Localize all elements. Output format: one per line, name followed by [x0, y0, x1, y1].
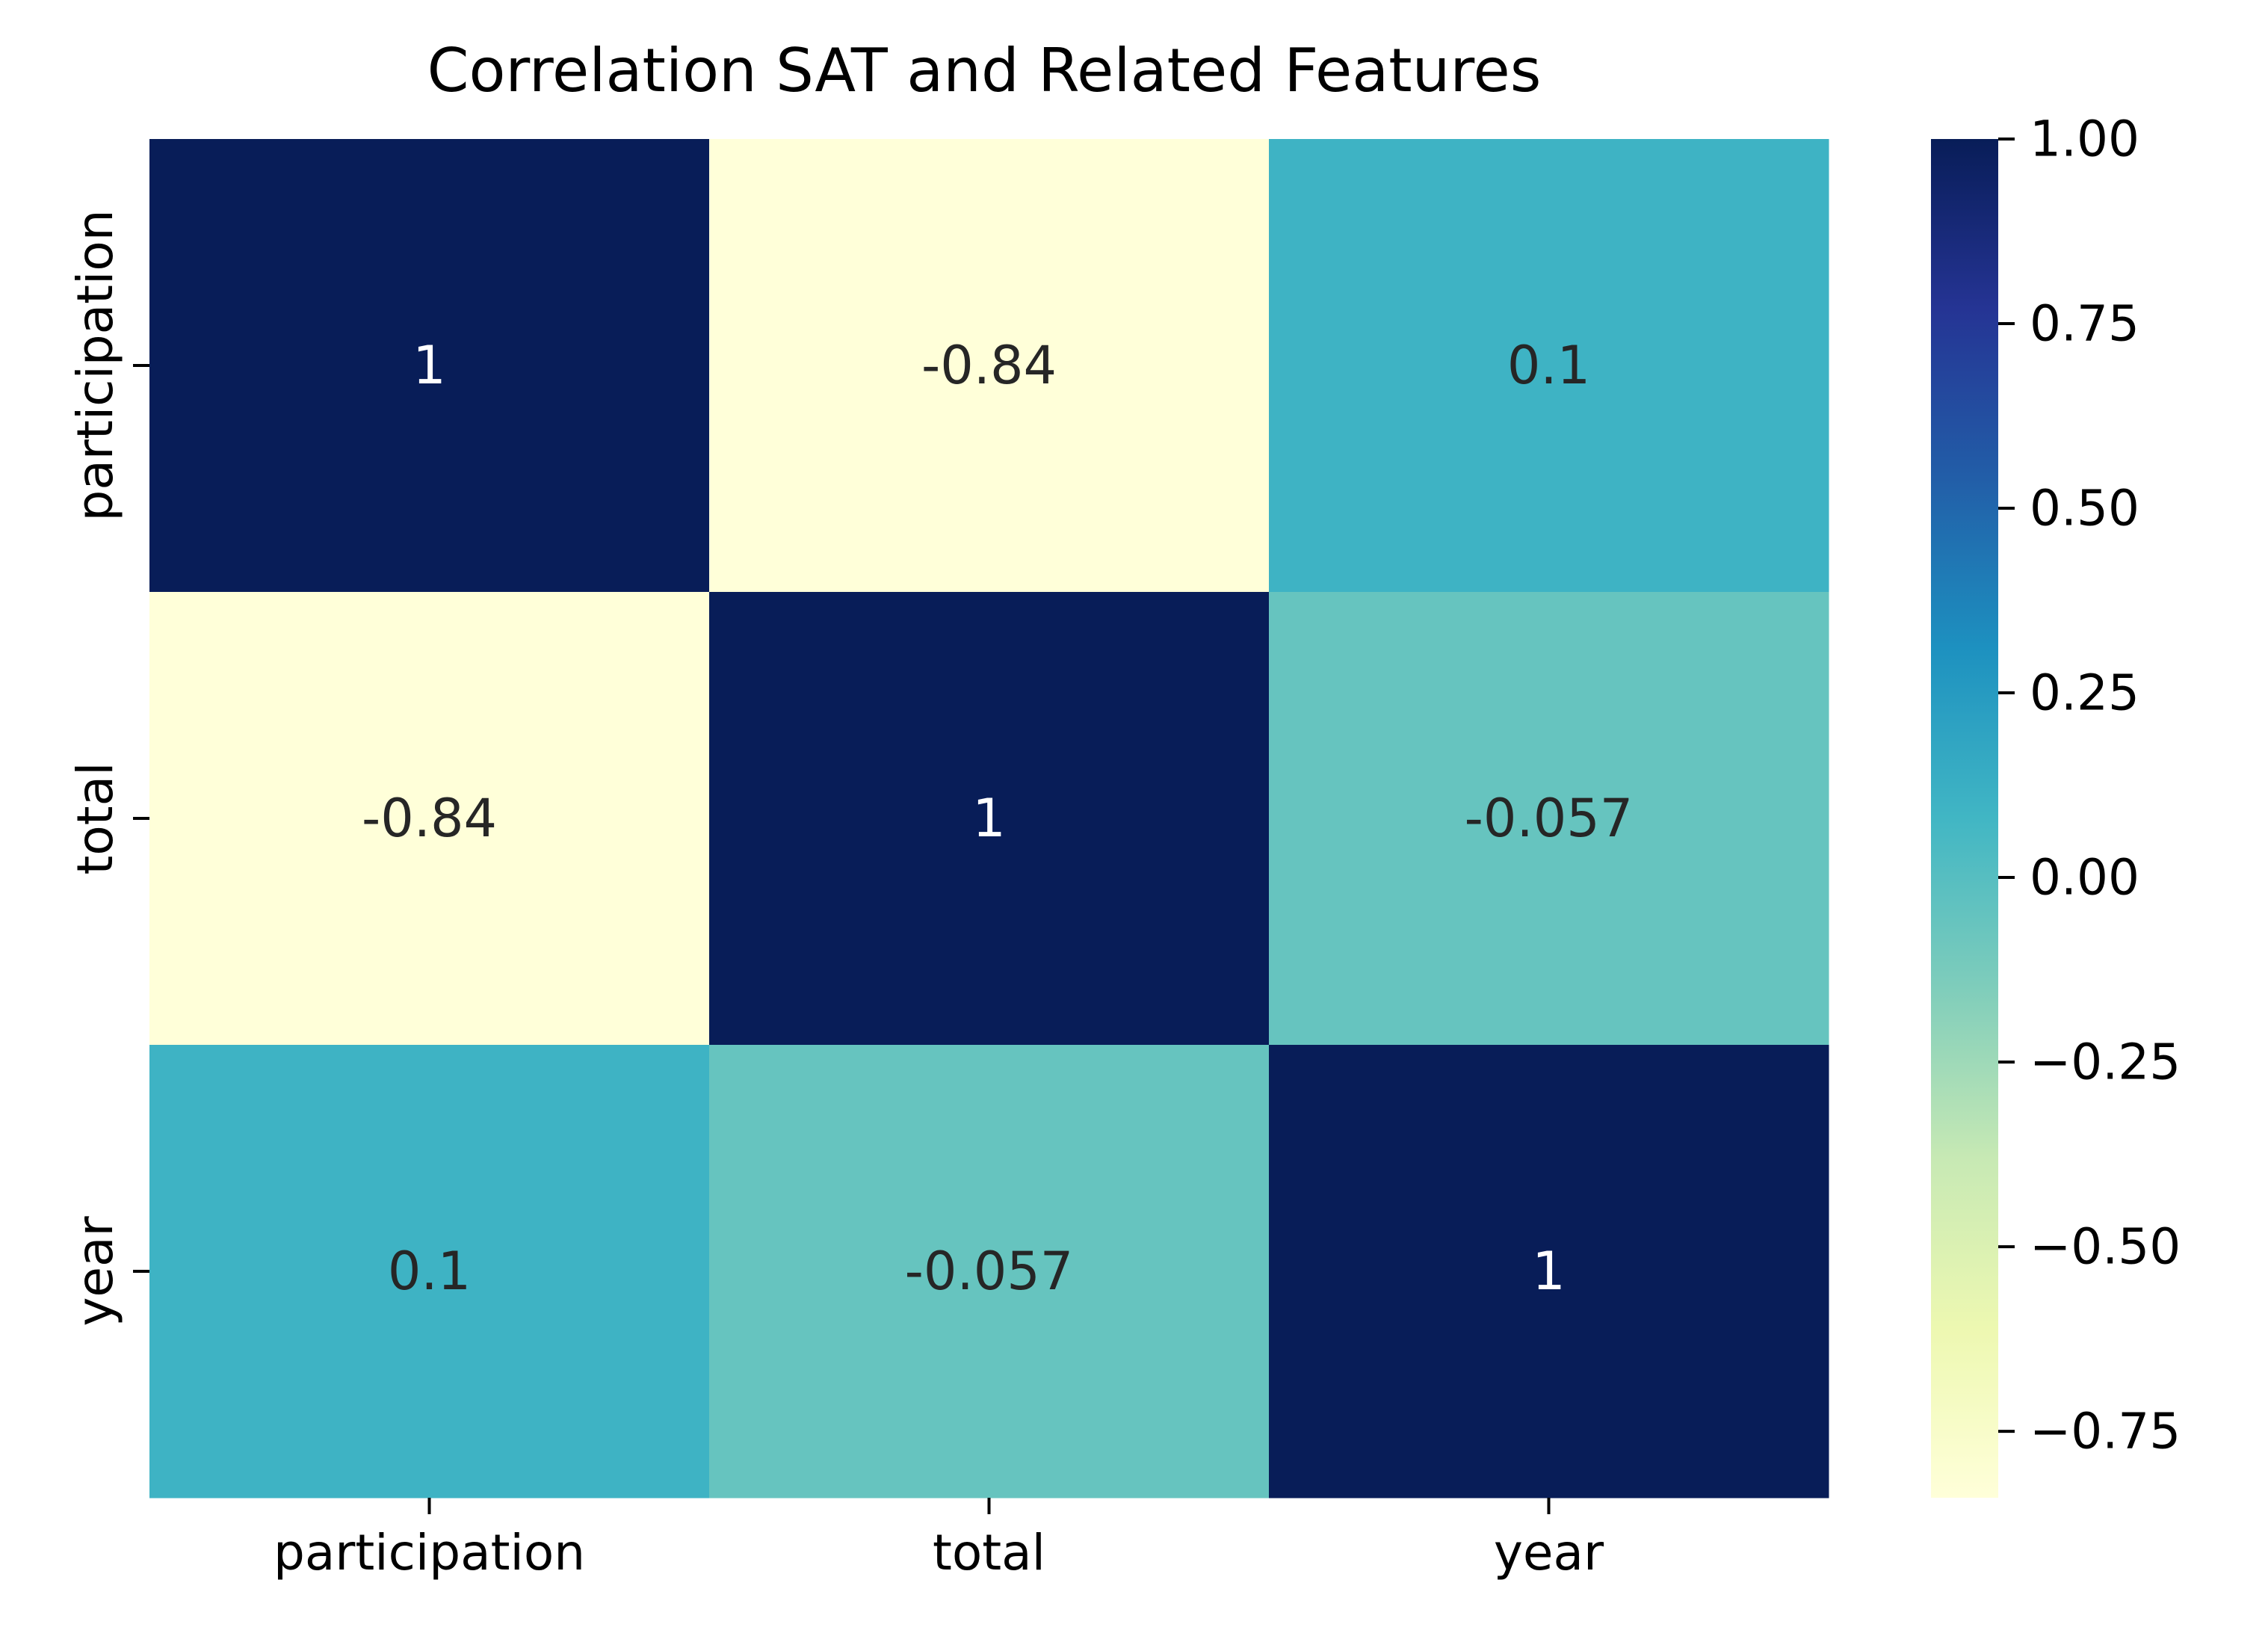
heatmap-cell: [709, 139, 1270, 593]
y-tick-label: participation: [67, 209, 124, 521]
heatmap-cell: [1269, 592, 1829, 1046]
colorbar-tick-label: 0.75: [2030, 295, 2139, 353]
heatmap-cell: [709, 592, 1270, 1046]
y-tick-label: total: [67, 762, 124, 875]
x-tick-label: year: [1494, 1524, 1604, 1581]
colorbar: 1.00 0.75 0.50 0.25 0.00 −0.25 −0.50 −0.75: [1931, 111, 2181, 1498]
colorbar-tick-label: −0.50: [2030, 1218, 2181, 1276]
cell-annotation: 1: [972, 788, 1006, 849]
x-tick-label: total: [933, 1524, 1045, 1581]
heatmap-cell: [149, 139, 710, 593]
heatmap-cell: [149, 1045, 710, 1499]
heatmap-cell: [149, 592, 710, 1046]
cell-annotation: 1: [412, 335, 446, 396]
x-tick-label: participation: [274, 1524, 585, 1581]
cell-annotation: -0.057: [905, 1241, 1074, 1302]
cell-annotations: 1 -0.84 0.1 -0.84 1 -0.057 0.1 -0.057 1: [362, 335, 1633, 1302]
heatmap-cell: [709, 1045, 1270, 1499]
cell-annotation: -0.84: [921, 335, 1057, 396]
colorbar-tick-label: 0.50: [2030, 480, 2139, 537]
heatmap-cell: [1269, 139, 1829, 593]
colorbar-tick-label: −0.75: [2030, 1403, 2181, 1460]
chart-title: Correlation SAT and Related Features: [427, 36, 1542, 105]
cell-annotation: -0.84: [362, 788, 497, 849]
y-axis: participation total year: [67, 209, 149, 1327]
colorbar-tick-label: 0.25: [2030, 664, 2139, 722]
colorbar-tick-label: 0.00: [2030, 849, 2139, 907]
colorbar-tick-label: −0.25: [2030, 1034, 2181, 1091]
x-axis: participation total year: [274, 1498, 1604, 1581]
heatmap-cell: [1269, 1045, 1829, 1499]
cell-annotation: -0.057: [1465, 788, 1634, 849]
cell-annotation: 0.1: [1507, 335, 1590, 396]
y-tick-label: year: [67, 1216, 124, 1327]
cell-annotation: 1: [1532, 1241, 1566, 1302]
colorbar-gradient: [1931, 139, 1998, 1498]
colorbar-tick-label: 1.00: [2030, 111, 2139, 168]
cell-annotation: 0.1: [388, 1241, 471, 1302]
heatmap-cells: [149, 139, 1829, 1499]
